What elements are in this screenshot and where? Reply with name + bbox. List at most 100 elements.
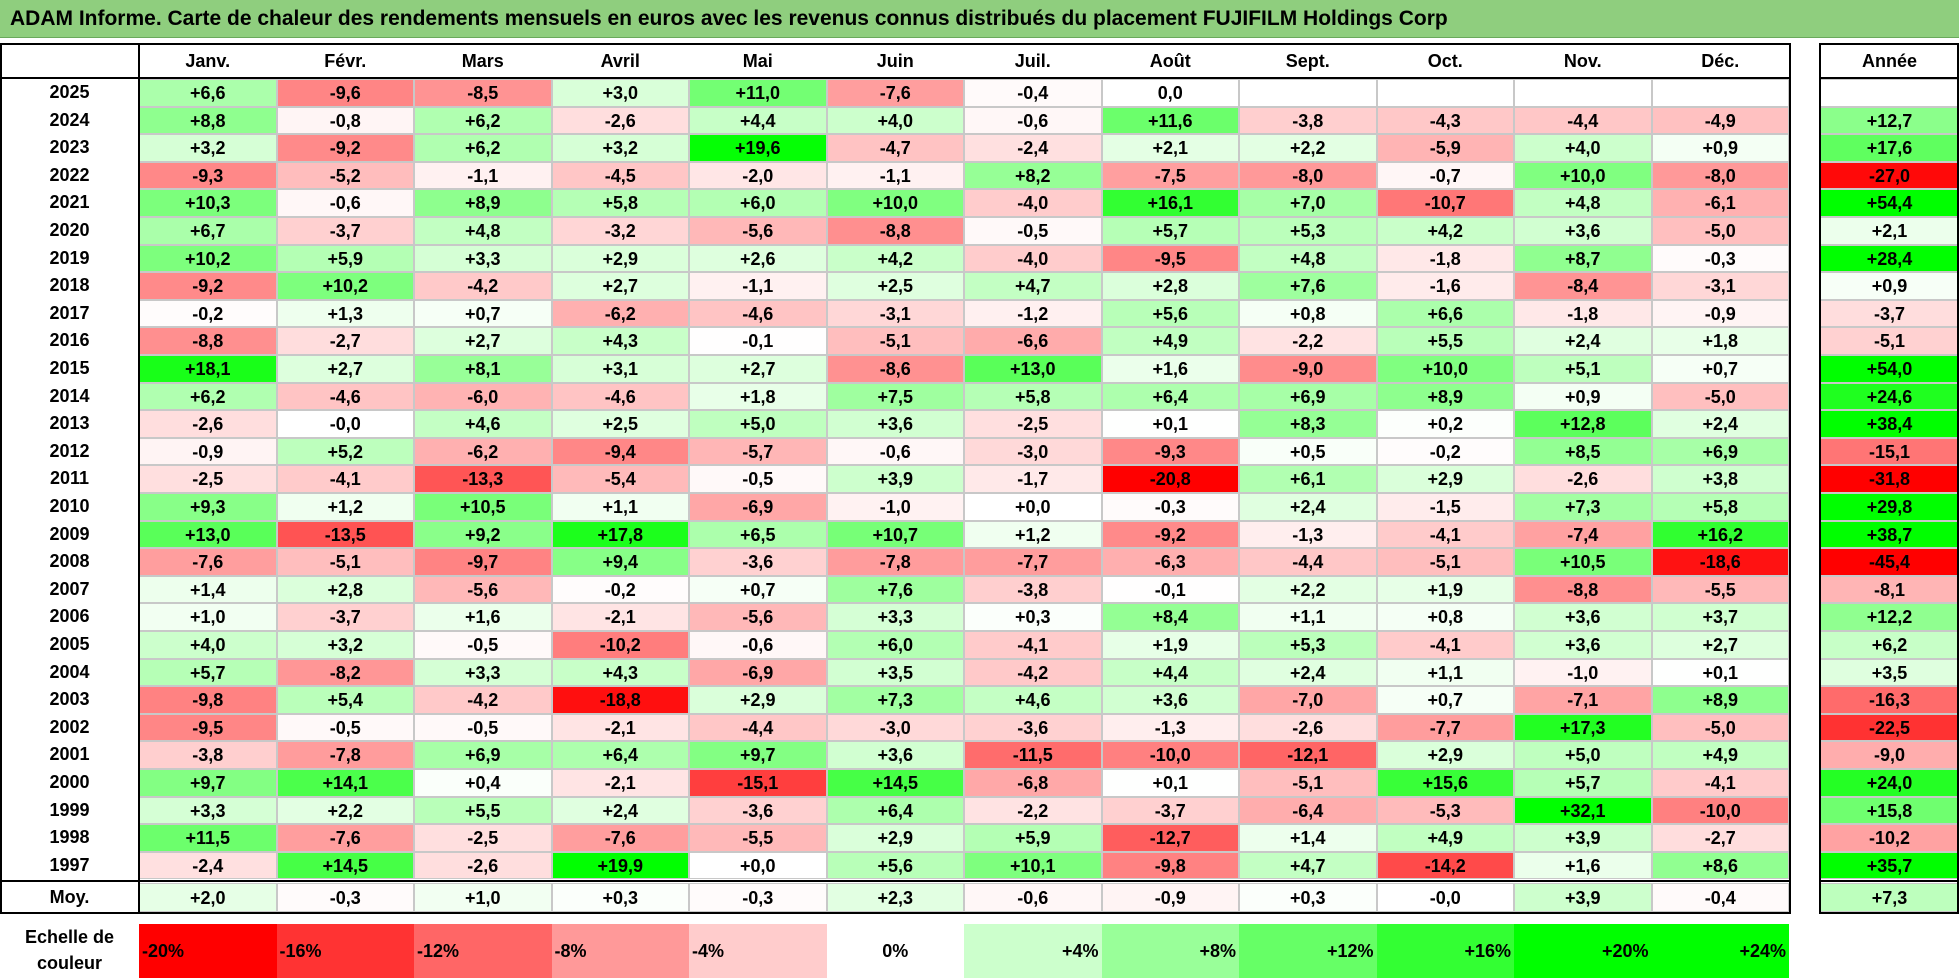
heatmap-cell: -6,9 (689, 493, 827, 521)
heatmap-cell: -1,3 (1239, 520, 1377, 549)
heatmap-cell: -8,4 (1514, 272, 1652, 300)
heatmap-cell: +7,3 (826, 686, 964, 714)
heatmap-cell: -9,4 (551, 437, 689, 466)
heatmap-cell: -2,6 (1514, 465, 1652, 493)
heatmap-cell: +8,1 (414, 355, 552, 383)
heatmap-cell: -4,9 (1651, 106, 1789, 135)
heatmap-cell: +9,7 (689, 741, 827, 769)
heatmap-cell: +1,1 (1239, 603, 1377, 631)
heatmap-cell: -0,4 (964, 79, 1102, 107)
heatmap-cell: -6,3 (1101, 548, 1239, 576)
heatmap-cell: +4,6 (414, 410, 552, 438)
heatmap-cell: -7,8 (276, 741, 414, 769)
heatmap-cell: +5,8 (1651, 493, 1789, 521)
annual-cell: +38,4 (1820, 410, 1959, 438)
heatmap-cell: +4,9 (1101, 327, 1239, 355)
heatmap-cell: +13,0 (139, 520, 277, 549)
heatmap-cell: +0,9 (1651, 134, 1789, 162)
average-divider (0, 880, 1791, 882)
annual-cell: +2,1 (1820, 217, 1959, 245)
heatmap-cell: -4,6 (551, 382, 689, 411)
scale-swatch: -4% (689, 924, 827, 978)
heatmap-cell: +1,4 (139, 575, 277, 604)
heatmap-cell: +4,0 (1514, 134, 1652, 162)
heatmap-cell: -0,0 (276, 410, 414, 438)
heatmap-cell: +2,5 (551, 410, 689, 438)
heatmap-cell: -5,6 (414, 575, 552, 604)
heatmap-cell: +2,9 (1376, 465, 1514, 493)
heatmap-cell: +11,6 (1101, 106, 1239, 135)
heatmap-cell (1376, 79, 1514, 107)
heatmap-cell: -4,3 (1376, 106, 1514, 135)
heatmap-cell: +6,0 (826, 631, 964, 659)
heatmap-cell: +3,3 (414, 658, 552, 687)
heatmap-cell: +6,4 (1101, 382, 1239, 411)
heatmap-cell: -0,5 (414, 631, 552, 659)
heatmap-cell: +0,7 (414, 299, 552, 328)
heatmap-cell: -12,7 (1101, 824, 1239, 852)
heatmap-cell: -7,5 (1101, 161, 1239, 190)
heatmap-cell: -9,3 (139, 161, 277, 190)
heatmap-cell: +10,5 (414, 493, 552, 521)
heatmap-cell: +17,3 (1514, 713, 1652, 742)
heatmap-cell: +6,0 (689, 189, 827, 217)
heatmap-cell: -15,1 (689, 769, 827, 797)
month-header: Avril (551, 45, 689, 78)
annual-cell: -15,1 (1820, 437, 1959, 466)
heatmap-cell: +19,9 (551, 851, 689, 880)
heatmap-cell (1651, 79, 1789, 107)
heatmap-cell: -6,6 (964, 327, 1102, 355)
heatmap-cell: +4,3 (551, 658, 689, 687)
heatmap-cell: +5,7 (1514, 769, 1652, 797)
heatmap-cell: -0,9 (1651, 299, 1789, 328)
heatmap-cell: +4,0 (826, 106, 964, 135)
heatmap-cell: -5,5 (1651, 575, 1789, 604)
annual-cell: +15,8 (1820, 796, 1959, 825)
heatmap-cell: +7,3 (1514, 493, 1652, 521)
heatmap-cell: -5,2 (276, 161, 414, 190)
heatmap-cell: -9,0 (1239, 355, 1377, 383)
heatmap-cell (1239, 79, 1377, 107)
heatmap-cell: -1,5 (1376, 493, 1514, 521)
heatmap-cell: +3,3 (139, 796, 277, 825)
heatmap-cell: +2,2 (1239, 134, 1377, 162)
heatmap-cell: +4,7 (964, 272, 1102, 300)
annual-cell: -45,4 (1820, 548, 1959, 576)
annual-cell (1820, 79, 1959, 107)
heatmap-cell: +8,9 (1651, 686, 1789, 714)
heatmap-cell: +10,0 (826, 189, 964, 217)
heatmap-cell: +1,8 (689, 382, 827, 411)
annual-cell: -3,7 (1820, 299, 1959, 328)
year-label: 2025 (0, 79, 139, 107)
heatmap-cell: +8,3 (1239, 410, 1377, 438)
heatmap-cell: -0,1 (1101, 575, 1239, 604)
heatmap-cell: -8,8 (139, 327, 277, 355)
heatmap-cell: +2,6 (689, 244, 827, 273)
scale-swatch: +8% (1101, 924, 1239, 978)
heatmap-cell: +5,5 (1376, 327, 1514, 355)
average-cell: -0,9 (1101, 883, 1239, 912)
heatmap-cell: -7,1 (1514, 686, 1652, 714)
heatmap-cell: +8,6 (1651, 851, 1789, 880)
heatmap-cell: -4,1 (964, 631, 1102, 659)
annual-cell: -22,5 (1820, 713, 1959, 742)
heatmap-cell: -4,0 (964, 244, 1102, 273)
heatmap-cell: -9,8 (139, 686, 277, 714)
heatmap-cell: -7,7 (964, 548, 1102, 576)
heatmap-cell: +3,6 (1101, 686, 1239, 714)
heatmap-cell: +8,5 (1514, 437, 1652, 466)
heatmap-cell: +3,2 (276, 631, 414, 659)
month-header: Juil. (964, 45, 1102, 78)
heatmap-cell: -1,6 (1376, 272, 1514, 300)
heatmap-cell: -2,5 (139, 465, 277, 493)
heatmap-cell: +3,6 (1514, 631, 1652, 659)
year-label: 2000 (0, 769, 139, 797)
heatmap-cell: +5,6 (826, 851, 964, 880)
heatmap-cell: +6,6 (1376, 299, 1514, 328)
heatmap-cell: -7,8 (826, 548, 964, 576)
heatmap-cell: +1,2 (964, 520, 1102, 549)
heatmap-cell: -2,6 (414, 851, 552, 880)
heatmap-cell: -2,5 (414, 824, 552, 852)
heatmap-cell: +5,7 (1101, 217, 1239, 245)
year-label: 2012 (0, 437, 139, 466)
